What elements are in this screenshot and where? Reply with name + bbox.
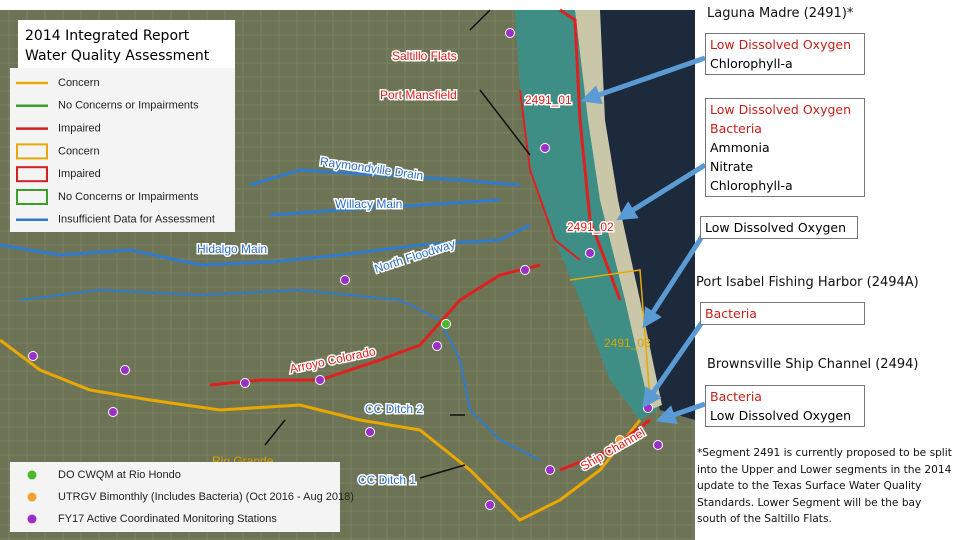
station: [653, 440, 663, 450]
legend-label: No Concerns or Impairments: [58, 191, 199, 203]
issue: Low Dissolved Oxygen: [705, 220, 847, 235]
issue: Chlorophyll-a: [710, 178, 793, 193]
station: [340, 275, 350, 285]
issue: Ammonia: [710, 140, 770, 155]
station-legend-label: UTRGV Bimonthly (Includes Bacteria) (Oct…: [58, 491, 354, 503]
map-title: Water Quality Assessment: [25, 48, 210, 64]
map-label: CC Ditch 1: [358, 473, 416, 487]
station: [365, 427, 375, 437]
station-legend-box: [10, 462, 340, 532]
issue: Low Dissolved Oxygen: [710, 408, 852, 423]
drain: [269, 198, 501, 217]
issue: Bacteria: [705, 306, 757, 321]
leader-lines: [264, 9, 531, 479]
map: Saltillo Flats Port Mansfield 2491_01 Ra…: [0, 8, 695, 540]
issue: Bacteria: [710, 389, 762, 404]
legend-swatch: [16, 143, 48, 160]
legend-label: Insufficient Data for Assessment: [58, 214, 215, 226]
impaired-coast: [519, 89, 581, 261]
station: [108, 407, 118, 417]
map-label: 2491_02: [567, 220, 614, 234]
station: [540, 143, 550, 153]
legend-swatch: [16, 166, 48, 183]
issue-box: Low Dissolved Oxygen Chlorophyll-a: [705, 33, 865, 75]
utrgv-station: [615, 435, 625, 445]
issue-box: Low Dissolved Oxygen Bacteria Ammonia Ni…: [705, 98, 865, 197]
station: [505, 28, 515, 38]
map-label: CC Ditch 2: [365, 402, 423, 416]
station: [432, 341, 442, 351]
legend-box: [10, 68, 235, 232]
arroyo-colorado: [209, 263, 541, 387]
footnote: *Segment 2491 is currently proposed to b…: [697, 447, 952, 525]
issue: Bacteria: [710, 121, 762, 136]
issue-box: Bacteria: [700, 302, 865, 325]
legend-label: Impaired: [58, 168, 101, 180]
legend-swatch: [27, 492, 37, 502]
drain: [19, 288, 541, 461]
segment-header: Laguna Madre (2491)*: [707, 6, 854, 21]
rio-grande: [0, 338, 642, 522]
issue-box: Low Dissolved Oxygen: [700, 216, 858, 239]
drain: [0, 223, 531, 267]
do-cwqm-station: [441, 319, 451, 329]
station: [240, 378, 250, 388]
issue-box: Bacteria Low Dissolved Oxygen: [705, 385, 865, 427]
station: [485, 500, 495, 510]
map-label: Willacy Main: [335, 197, 402, 211]
station: [520, 265, 530, 275]
map-label: Saltillo Flats: [392, 49, 457, 63]
legend-label: Impaired: [58, 123, 101, 135]
station-legend-label: DO CWQM at Rio Hondo: [58, 469, 181, 481]
map-label: Hidalgo Main: [197, 242, 267, 256]
impaired-coast: [559, 8, 622, 301]
segment-header: Brownsville Ship Channel (2494): [707, 357, 919, 372]
map-title: 2014 Integrated Report: [25, 28, 190, 44]
station: [28, 351, 38, 361]
legend-label: No Concerns or Impairments: [58, 100, 199, 112]
station: [643, 403, 653, 413]
station: [585, 248, 595, 258]
legend-swatch: [27, 514, 37, 524]
segment-header: Port Isabel Fishing Harbor (2494A): [696, 275, 919, 290]
laguna-madre: [515, 10, 658, 420]
station: [120, 365, 130, 375]
legend-swatch: [16, 189, 48, 205]
issue: Nitrate: [710, 159, 754, 174]
issue: Low Dissolved Oxygen: [710, 102, 852, 117]
title-box: [18, 20, 235, 68]
issue: Chlorophyll-a: [710, 56, 793, 71]
station-legend-label: FY17 Active Coordinated Monitoring Stati…: [58, 513, 277, 525]
map-label: 2491_03: [604, 336, 651, 350]
station: [315, 375, 325, 385]
legend-label: Concern: [58, 77, 100, 89]
ship-channel: [559, 418, 651, 472]
map-label: 2491_01: [525, 93, 572, 107]
map-label: Port Mansfield: [380, 88, 457, 102]
drain: [249, 168, 521, 187]
legend: Concern No Concerns or Impairments Impaire…: [16, 77, 215, 226]
station: [545, 465, 555, 475]
legend-swatch: [27, 470, 37, 480]
issue: Low Dissolved Oxygen: [710, 37, 852, 52]
legend-label: Concern: [58, 145, 100, 157]
